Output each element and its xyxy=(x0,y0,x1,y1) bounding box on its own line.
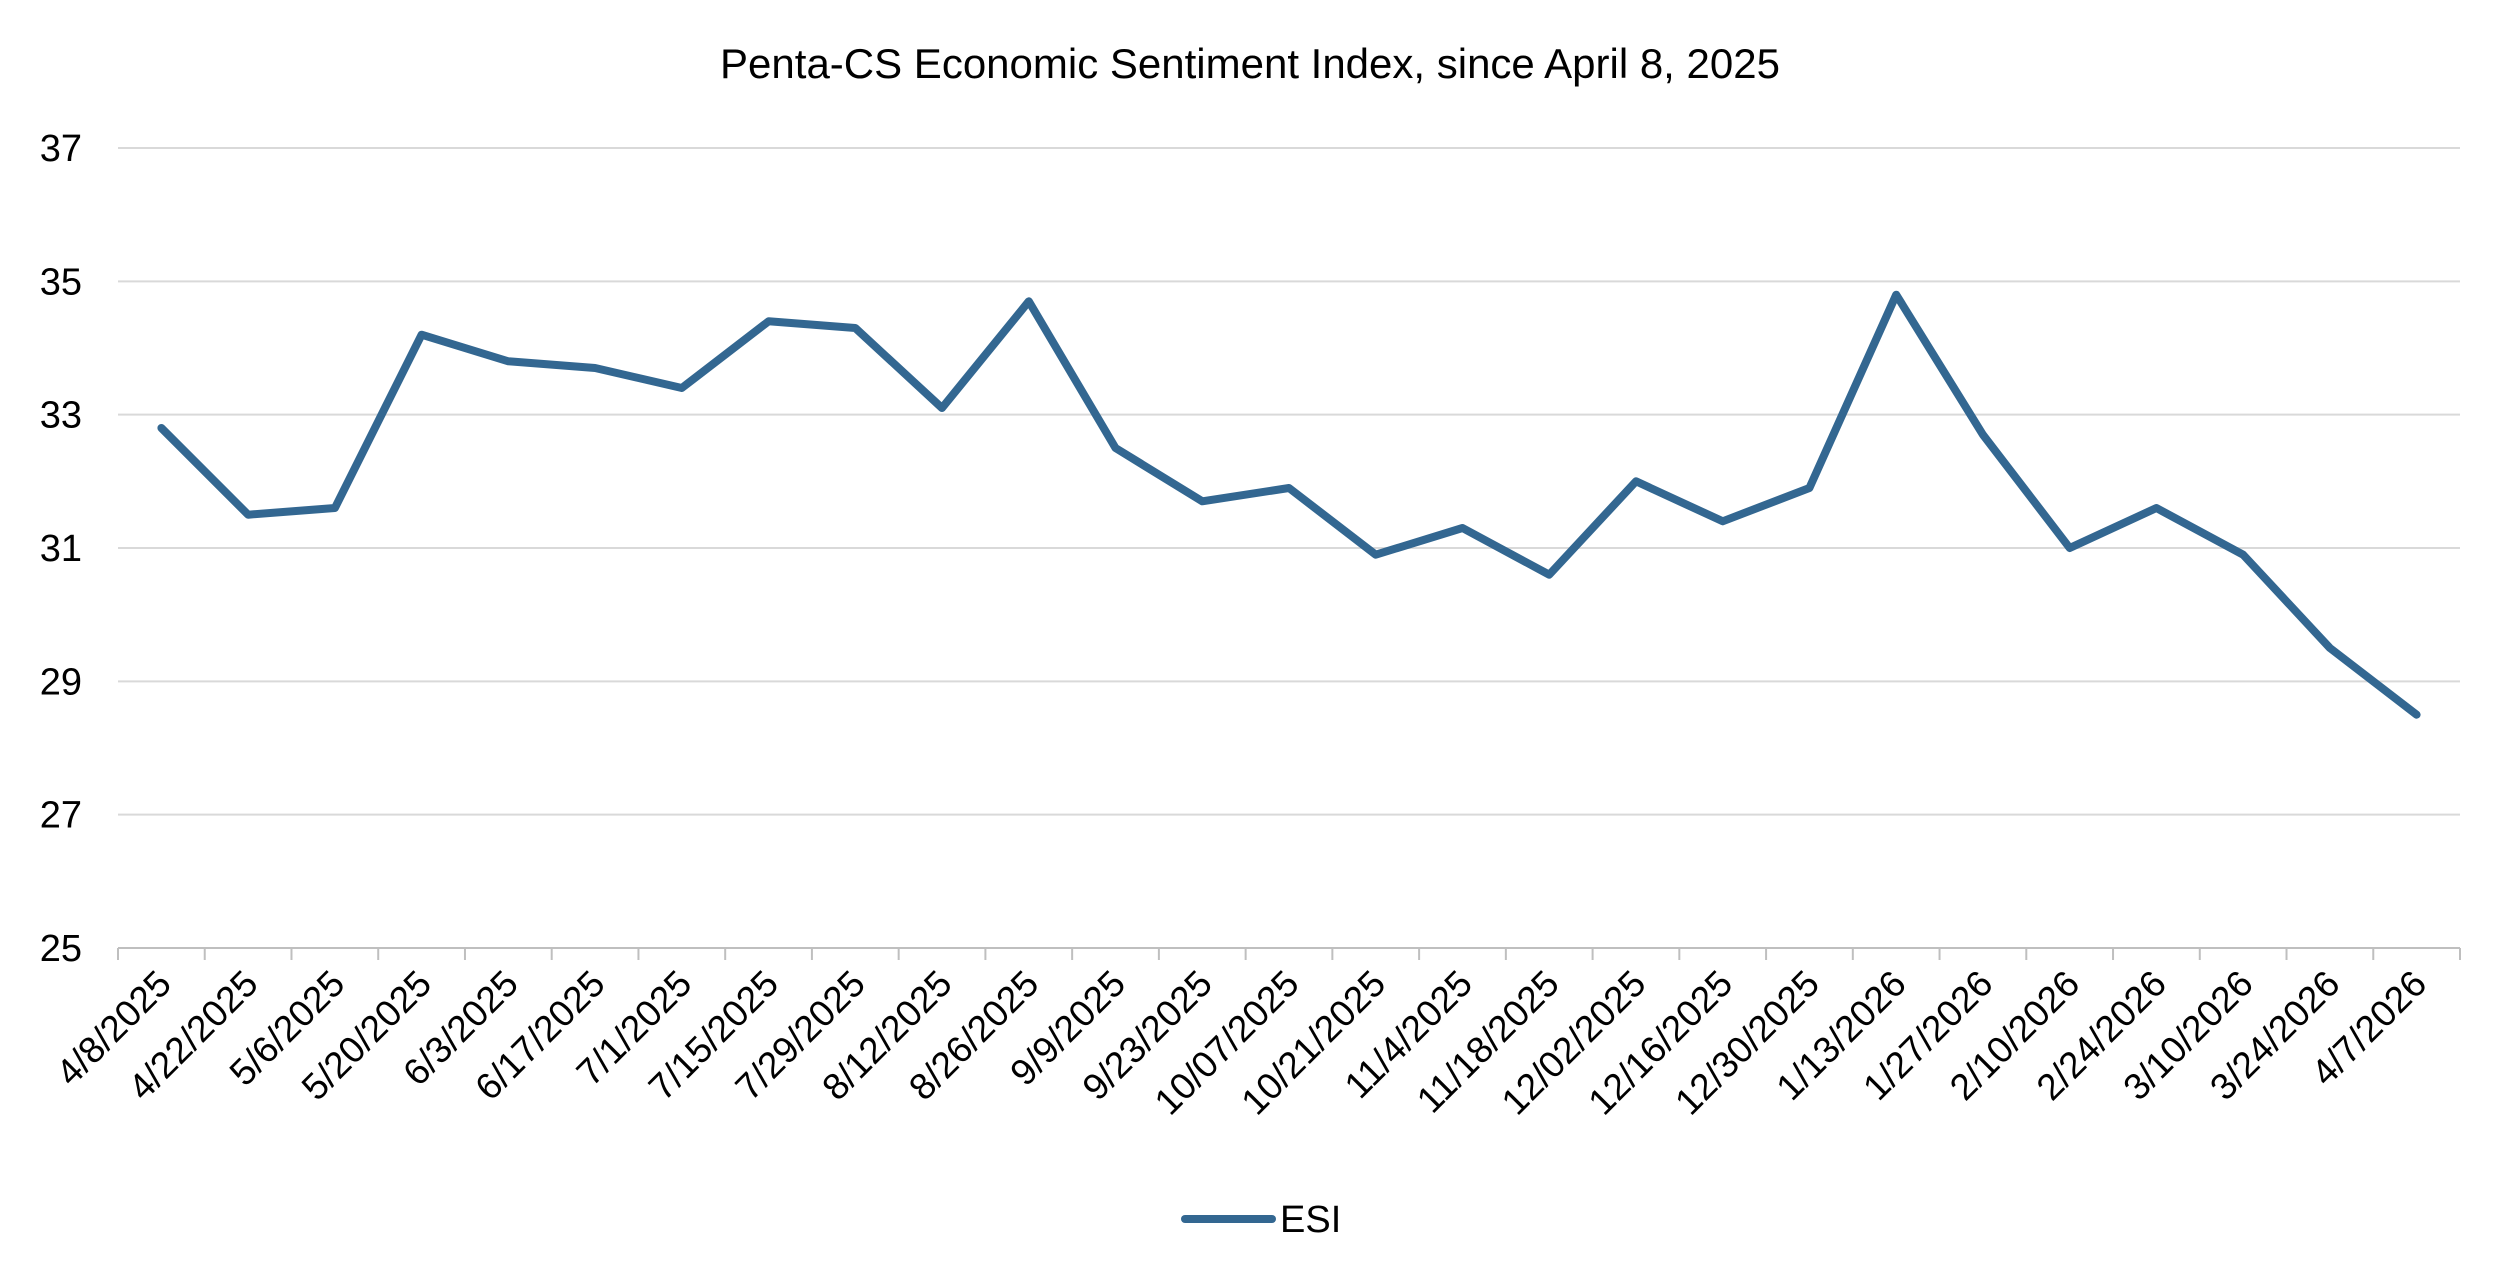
y-axis-tick-labels: 25 27 29 31 33 35 37 xyxy=(40,128,82,970)
x-axis xyxy=(117,947,2461,960)
series-layer xyxy=(157,290,2421,719)
legend-label-esi: ESI xyxy=(1280,1199,1341,1241)
y-tick-label: 29 xyxy=(40,661,82,703)
x-axis-tick-labels: 4/8/20254/22/20255/6/20255/20/20256/3/20… xyxy=(48,963,2434,1123)
y-tick-label: 33 xyxy=(40,395,82,437)
y-tick-label: 37 xyxy=(40,128,82,170)
y-tick-label: 31 xyxy=(40,528,82,570)
y-tick-label: 27 xyxy=(40,795,82,837)
y-tick-label: 25 xyxy=(40,928,82,970)
gridlines xyxy=(118,147,2460,816)
chart-title: Penta-CS Economic Sentiment Index, since… xyxy=(720,40,1780,87)
series-line-esi xyxy=(157,290,2421,719)
y-tick-label: 35 xyxy=(40,261,82,303)
legend: ESI xyxy=(1181,1199,1341,1241)
